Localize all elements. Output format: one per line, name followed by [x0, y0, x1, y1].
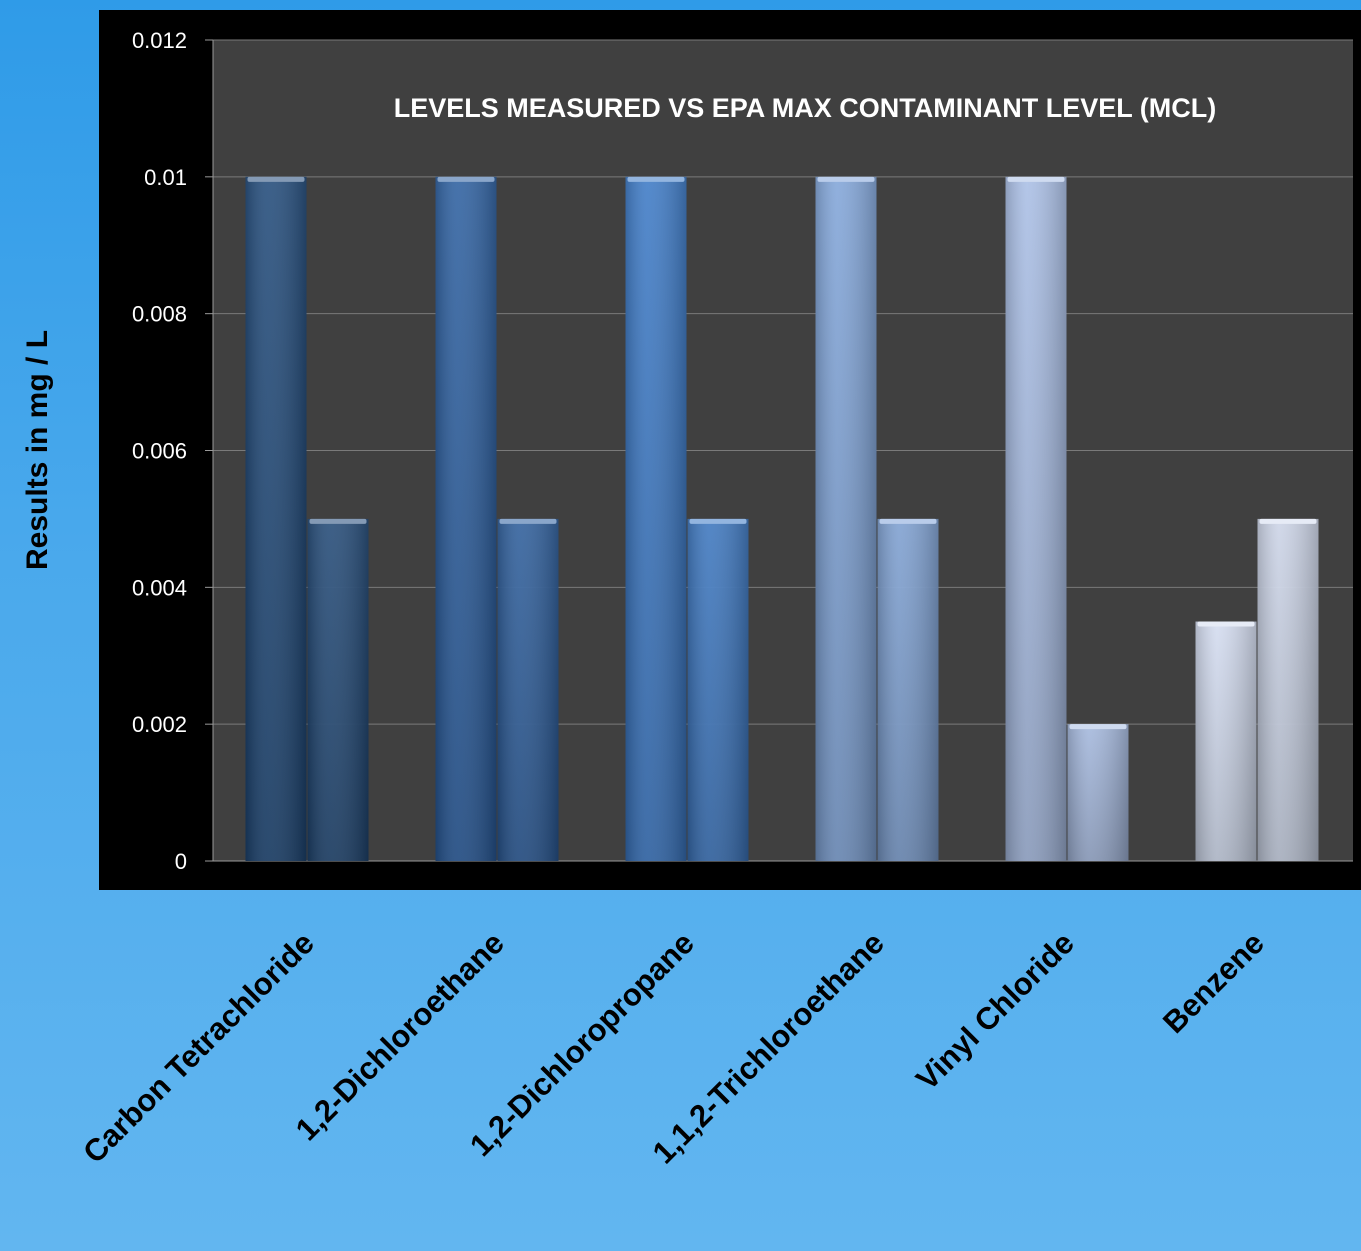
bar-top-highlight	[499, 518, 557, 524]
bar-shading	[1005, 176, 1067, 862]
x-tick-label: Vinyl Chloride	[909, 925, 1081, 1097]
bar-shading	[625, 176, 687, 862]
bar-top-highlight	[689, 518, 747, 524]
y-axis-title: Results in mg / L	[21, 330, 54, 570]
bar-shading	[307, 518, 369, 861]
bar-top-highlight	[1069, 724, 1127, 730]
bar-top-highlight	[247, 176, 305, 182]
bar-top-highlight	[817, 176, 875, 182]
y-tick-label: 0.004	[132, 575, 187, 600]
y-tick-label: 0.002	[132, 712, 187, 737]
chart-title: LEVELS MEASURED VS EPA MAX CONTAMINANT L…	[394, 93, 1217, 123]
y-tick-label: 0.01	[144, 165, 187, 190]
bar-top-highlight	[437, 176, 495, 182]
bar-shading	[435, 176, 497, 862]
bar-shading	[1195, 621, 1257, 861]
y-tick-label: 0.008	[132, 302, 187, 327]
bar-top-highlight	[309, 518, 367, 524]
bar-shading	[687, 518, 749, 861]
bar-top-highlight	[1259, 518, 1317, 524]
x-tick-label: Carbon Tetrachloride	[76, 925, 321, 1170]
bar-top-highlight	[627, 176, 685, 182]
bar-top-highlight	[1007, 176, 1065, 182]
bar-top-highlight	[879, 518, 937, 524]
bar-shading	[497, 518, 559, 861]
bar-top-highlight	[1197, 621, 1255, 627]
bar-shading	[1067, 724, 1129, 861]
x-tick-label: Benzene	[1156, 925, 1271, 1040]
y-tick-label: 0.012	[132, 28, 187, 53]
y-tick-label: 0	[175, 849, 187, 874]
bar-shading	[877, 518, 939, 861]
bar-shading	[815, 176, 877, 862]
bar-shading	[1257, 518, 1319, 861]
bar-shading	[245, 176, 307, 862]
y-tick-label: 0.006	[132, 439, 187, 464]
x-tick-label: 1,2-Dichloroethane	[289, 925, 511, 1147]
